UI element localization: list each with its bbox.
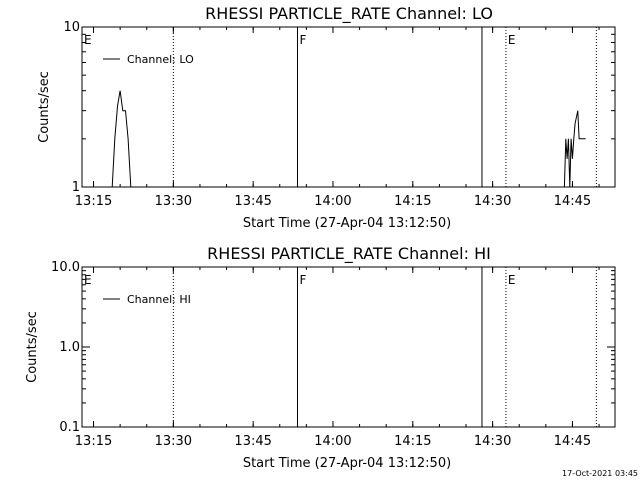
hi-x-axis-label: Start Time (27-Apr-04 13:12:50): [243, 456, 451, 471]
hi-marker-label: E: [508, 273, 516, 287]
hi-y-ticks: 0.1 1.0 10.0: [51, 260, 615, 435]
lo-panel: RHESSI PARTICLE_RATE Channel: LO E F E 13:…: [37, 4, 616, 231]
hi-panel: RHESSI PARTICLE_RATE Channel: HI E F E 13:…: [25, 244, 616, 471]
lo-series-line: [111, 90, 132, 188]
lo-y-axis-label: Counts/sec: [37, 71, 52, 143]
lo-y-tick-label: 1: [72, 180, 80, 195]
hi-chart-title: RHESSI PARTICLE_RATE Channel: HI: [207, 244, 491, 264]
hi-x-tick-label: 14:00: [314, 434, 351, 449]
hi-x-tick-label: 14:30: [474, 434, 511, 449]
hi-marker-label: E: [84, 273, 92, 287]
lo-marker-label: E: [508, 33, 516, 47]
lo-chart-title: RHESSI PARTICLE_RATE Channel: LO: [205, 4, 493, 24]
hi-y-tick-label: 0.1: [59, 420, 80, 435]
hi-marker-label: F: [300, 273, 307, 287]
lo-plot-frame: [81, 26, 616, 188]
hi-x-tick-label: 14:15: [394, 434, 431, 449]
lo-x-axis-label: Start Time (27-Apr-04 13:12:50): [243, 216, 451, 231]
lo-marker-label: E: [84, 33, 92, 47]
hi-y-tick-label: 10.0: [51, 260, 80, 275]
hi-x-ticks: 13:15 13:30 13:45 14:00 14:15 14:30 14:45: [75, 267, 600, 449]
lo-x-tick-label: 13:30: [155, 194, 192, 209]
hi-y-tick-label: 1.0: [59, 340, 80, 355]
lo-series-line: [563, 110, 586, 188]
lo-x-tick-label: 13:45: [234, 194, 271, 209]
lo-x-tick-label: 14:45: [554, 194, 591, 209]
hi-x-tick-label: 14:45: [554, 434, 591, 449]
hi-x-tick-label: 13:30: [155, 434, 192, 449]
lo-x-tick-label: 13:15: [75, 194, 112, 209]
lo-marker-label: F: [300, 33, 307, 47]
lo-x-tick-label: 14:00: [314, 194, 351, 209]
lo-x-ticks: 13:15 13:30 13:45 14:00 14:15 14:30 14:45: [75, 27, 600, 209]
hi-y-axis-label: Counts/sec: [25, 311, 40, 383]
lo-x-tick-label: 14:30: [474, 194, 511, 209]
lo-y-tick-label: 10: [63, 20, 80, 35]
lo-x-tick-label: 14:15: [394, 194, 431, 209]
footer-timestamp: 17-Oct-2021 03:45: [562, 469, 638, 478]
hi-x-tick-label: 13:45: [234, 434, 271, 449]
lo-legend-label: Channel: LO: [127, 53, 194, 66]
lo-y-ticks: 1 10: [63, 20, 615, 195]
lo-series-group: [111, 90, 586, 188]
hi-legend-label: Channel: HI: [127, 293, 191, 306]
hi-x-tick-label: 13:15: [75, 434, 112, 449]
hi-plot-frame: [81, 266, 616, 428]
